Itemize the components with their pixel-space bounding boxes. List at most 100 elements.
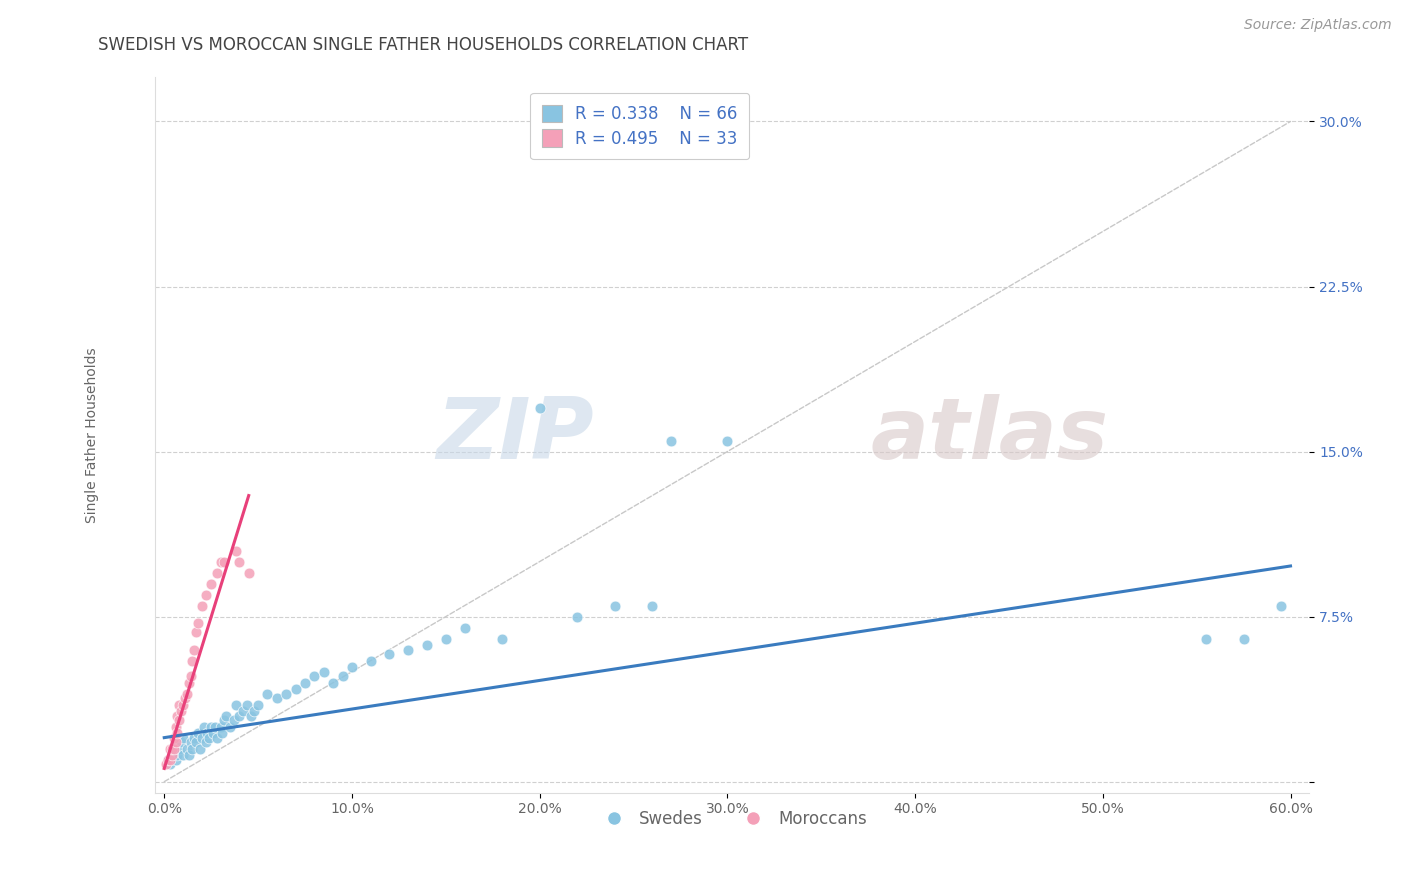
Point: [174, 691, 197, 706]
Point: [209, 555, 232, 569]
Point: [156, 753, 179, 767]
Point: [159, 753, 181, 767]
Point: [641, 599, 664, 613]
Point: [155, 757, 177, 772]
Y-axis label: Single Father Households: Single Father Households: [86, 347, 100, 523]
Point: [165, 720, 187, 734]
Point: [225, 698, 247, 712]
Point: [197, 726, 219, 740]
Point: [256, 687, 278, 701]
Point: [194, 588, 217, 602]
Point: [225, 543, 247, 558]
Point: [603, 599, 626, 613]
Point: [162, 741, 184, 756]
Text: SWEDISH VS MOROCCAN SINGLE FATHER HOUSEHOLDS CORRELATION CHART: SWEDISH VS MOROCCAN SINGLE FATHER HOUSEH…: [98, 36, 748, 54]
Point: [188, 741, 211, 756]
Point: [228, 708, 250, 723]
Text: Source: ZipAtlas.com: Source: ZipAtlas.com: [1244, 18, 1392, 32]
Point: [160, 741, 183, 756]
Point: [228, 555, 250, 569]
Point: [243, 704, 266, 718]
Point: [167, 698, 190, 712]
Point: [176, 687, 198, 701]
Point: [322, 675, 344, 690]
Point: [160, 748, 183, 763]
Point: [181, 654, 204, 668]
Point: [180, 669, 202, 683]
Point: [396, 642, 419, 657]
Point: [1270, 599, 1292, 613]
Point: [165, 735, 187, 749]
Point: [215, 708, 238, 723]
Point: [205, 731, 228, 745]
Point: [187, 616, 209, 631]
Point: [172, 748, 194, 763]
Point: [416, 638, 439, 652]
Point: [181, 741, 204, 756]
Point: [284, 682, 307, 697]
Point: [160, 748, 183, 763]
Point: [491, 632, 513, 646]
Point: [204, 720, 226, 734]
Point: [202, 726, 225, 740]
Point: [186, 625, 208, 640]
Point: [191, 731, 214, 745]
Point: [167, 741, 190, 756]
Point: [172, 698, 194, 712]
Point: [200, 720, 222, 734]
Point: [434, 632, 457, 646]
Point: [200, 576, 222, 591]
Point: [659, 434, 682, 448]
Point: [159, 741, 181, 756]
Point: [219, 720, 242, 734]
Point: [567, 609, 589, 624]
Point: [166, 708, 188, 723]
Point: [183, 642, 205, 657]
Point: [453, 621, 475, 635]
Point: [156, 753, 179, 767]
Point: [232, 704, 254, 718]
Point: [177, 675, 200, 690]
Point: [191, 599, 214, 613]
Point: [360, 654, 382, 668]
Point: [332, 669, 354, 683]
Point: [214, 713, 236, 727]
Point: [214, 555, 236, 569]
Point: [211, 726, 233, 740]
Point: [170, 704, 193, 718]
Point: [187, 726, 209, 740]
Point: [162, 731, 184, 745]
Point: [159, 757, 181, 772]
Point: [304, 669, 326, 683]
Point: [378, 647, 401, 661]
Point: [239, 708, 262, 723]
Point: [209, 720, 232, 734]
Point: [172, 731, 194, 745]
Point: [170, 735, 193, 749]
Point: [236, 698, 259, 712]
Point: [340, 660, 363, 674]
Point: [247, 698, 270, 712]
Point: [180, 735, 202, 749]
Point: [1195, 632, 1218, 646]
Point: [166, 726, 188, 740]
Legend: Swedes, Moroccans: Swedes, Moroccans: [591, 803, 873, 834]
Point: [183, 731, 205, 745]
Point: [716, 434, 738, 448]
Text: ZIP: ZIP: [436, 393, 593, 476]
Point: [162, 741, 184, 756]
Text: atlas: atlas: [870, 393, 1109, 476]
Point: [312, 665, 335, 679]
Point: [205, 566, 228, 580]
Point: [222, 713, 245, 727]
Point: [266, 691, 288, 706]
Point: [529, 401, 551, 415]
Point: [193, 720, 215, 734]
Point: [238, 566, 260, 580]
Point: [167, 713, 190, 727]
Point: [294, 675, 316, 690]
Point: [176, 741, 198, 756]
Point: [194, 735, 217, 749]
Point: [177, 748, 200, 763]
Point: [198, 731, 221, 745]
